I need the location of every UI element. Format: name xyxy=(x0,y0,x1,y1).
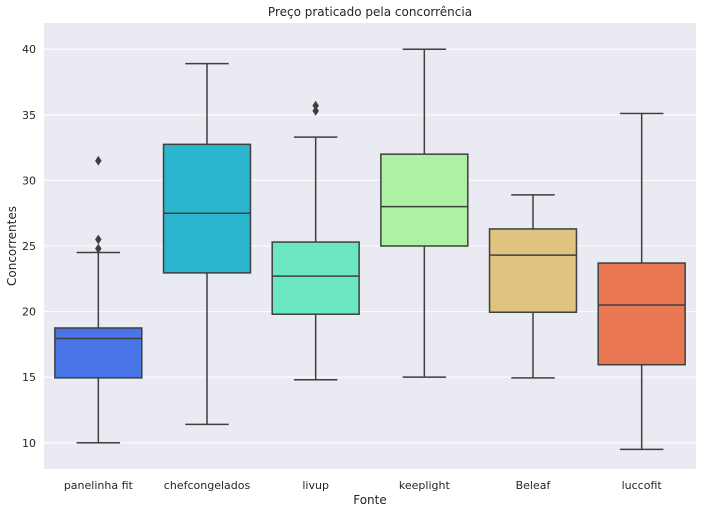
y-tick-label-15: 15 xyxy=(22,371,36,384)
outlier-point xyxy=(312,105,319,116)
chart-title: Preço praticado pela concorrência xyxy=(268,5,472,19)
x-tick-label-1: panelinha fit xyxy=(64,479,134,492)
y-axis-title: Concorrentes xyxy=(5,206,19,286)
y-tick-label-40: 40 xyxy=(22,43,36,56)
iqr-box xyxy=(488,228,578,313)
outlier-point xyxy=(95,234,102,245)
iqr-box xyxy=(380,153,469,247)
box-6 xyxy=(597,112,686,451)
y-tick-label-25: 25 xyxy=(22,240,36,253)
x-tick-label-4: keeplight xyxy=(399,479,451,492)
outlier-point xyxy=(312,100,319,111)
box-1 xyxy=(54,155,143,444)
x-tick-label-3: livup xyxy=(302,479,329,492)
outlier-point xyxy=(95,243,102,254)
boxes xyxy=(54,48,686,451)
x-axis-title: Fonte xyxy=(353,493,387,507)
box-4 xyxy=(380,48,469,378)
gridlines xyxy=(44,48,696,444)
iqr-box xyxy=(162,143,252,274)
y-tick-label-20: 20 xyxy=(22,306,36,319)
y-tick-labels: 10 15 20 25 30 35 40 xyxy=(22,43,36,450)
iqr-box xyxy=(597,262,686,366)
x-tick-labels: panelinha fit chefcongelados livup keepligh… xyxy=(64,479,663,492)
box-5 xyxy=(488,194,578,379)
y-tick-label-35: 35 xyxy=(22,109,36,122)
y-tick-label-30: 30 xyxy=(22,174,36,187)
iqr-box xyxy=(54,327,143,379)
box-3 xyxy=(271,100,360,381)
y-tick-label-10: 10 xyxy=(22,437,36,450)
x-tick-label-6: luccofit xyxy=(622,479,663,492)
outlier-point xyxy=(95,155,102,166)
iqr-box xyxy=(271,241,360,315)
x-tick-label-5: Beleaf xyxy=(516,479,552,492)
box-2 xyxy=(162,62,252,426)
x-tick-label-2: chefcongelados xyxy=(164,479,251,492)
